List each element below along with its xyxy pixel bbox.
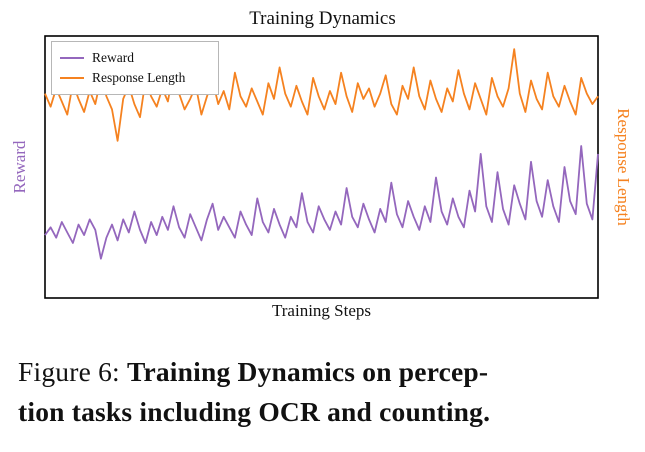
caption-text-line2: tion tasks including OCR and counting. — [18, 396, 491, 427]
caption-text-line1: Training Dynamics on percep- — [126, 356, 489, 387]
legend-item-response-length: Response Length — [60, 68, 208, 88]
legend: Reward Response Length — [51, 41, 219, 95]
figure-caption: Figure 6: Training Dynamics on percep- t… — [18, 352, 630, 432]
legend-label-response-length: Response Length — [92, 70, 186, 85]
reward-line-swatch — [60, 56, 84, 60]
plot-area — [44, 35, 599, 299]
plot-frame — [44, 35, 599, 299]
legend-item-reward: Reward — [60, 48, 208, 68]
y-axis-label-right: Response Length — [614, 108, 633, 226]
chart-title: Training Dynamics — [249, 8, 396, 29]
legend-label-reward: Reward — [92, 50, 134, 65]
response-length-line-series — [44, 48, 599, 142]
response-length-line-swatch — [60, 76, 84, 80]
y-axis-label-left: Reward — [10, 140, 29, 194]
caption-label: Figure 6: — [18, 356, 120, 387]
reward-line-series — [44, 145, 599, 260]
x-axis-label: Training Steps — [271, 301, 372, 320]
